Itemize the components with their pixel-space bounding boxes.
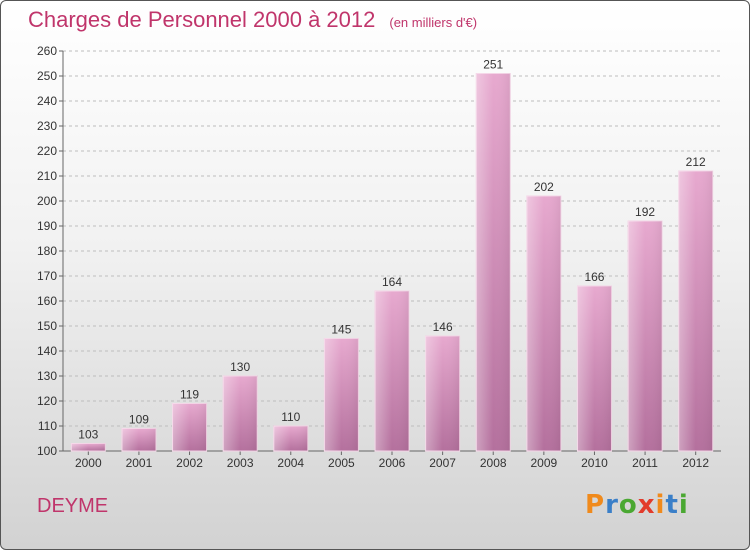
y-tick-label: 240 — [37, 94, 57, 108]
bar-highlight — [628, 221, 663, 451]
data-label: 103 — [78, 428, 98, 442]
bar-highlight — [223, 376, 258, 451]
y-tick-label: 120 — [37, 394, 57, 408]
y-tick-label: 220 — [37, 144, 57, 158]
data-label: 146 — [433, 320, 453, 334]
y-tick-label: 200 — [37, 194, 57, 208]
y-tick-label: 250 — [37, 69, 57, 83]
logo-letter: r — [605, 490, 619, 520]
title-text: Charges de Personnel 2000 à 2012 — [28, 7, 376, 32]
bar-highlight — [476, 73, 511, 451]
x-tick-label: 2007 — [429, 456, 456, 470]
y-tick-label: 260 — [37, 44, 57, 58]
data-label: 164 — [382, 275, 402, 289]
proxiti-logo: Proxiti — [585, 490, 689, 520]
bar-highlight — [172, 403, 207, 451]
data-label: 251 — [483, 58, 503, 72]
x-tick-label: 2011 — [632, 456, 658, 470]
bar-highlight — [121, 428, 156, 451]
bar-highlight — [273, 426, 308, 451]
data-label: 109 — [129, 413, 149, 427]
y-tick-label: 230 — [37, 119, 57, 133]
y-tick-label: 160 — [37, 294, 57, 308]
bar-highlight — [324, 338, 359, 451]
bar-highlight — [425, 336, 460, 451]
data-label: 212 — [686, 155, 706, 169]
x-tick-label: 2002 — [176, 456, 203, 470]
logo-letter: t — [665, 490, 679, 520]
data-label: 110 — [281, 410, 300, 424]
data-label: 130 — [230, 360, 250, 374]
y-tick-label: 140 — [37, 344, 57, 358]
bars-layer — [70, 73, 714, 452]
data-label: 119 — [180, 388, 199, 402]
city-name: DEYME — [37, 495, 109, 517]
data-label: 166 — [584, 270, 604, 284]
logo-letter: i — [678, 490, 689, 520]
labels-layer: 100 110 120 130 140 150 160 170 180 190 200 210 220 2… — [37, 44, 709, 470]
x-tick-label: 2000 — [75, 456, 102, 470]
x-tick-label: 2010 — [581, 456, 608, 470]
chart-title: Charges de Personnel 2000 à 2012 (en mill… — [28, 7, 477, 33]
y-tick-label: 110 — [38, 419, 57, 433]
x-tick-label: 2003 — [227, 456, 254, 470]
y-tick-label: 130 — [37, 369, 57, 383]
x-tick-label: 2006 — [379, 456, 406, 470]
x-tick-label: 2009 — [530, 456, 557, 470]
y-tick-label: 180 — [37, 244, 57, 258]
logo-letter: o — [618, 490, 638, 520]
bar-highlight — [375, 291, 409, 451]
y-tick-label: 100 — [37, 444, 57, 458]
y-tick-label: 190 — [37, 219, 57, 233]
logo-letter: P — [585, 490, 606, 520]
bar-highlight — [71, 443, 106, 451]
x-tick-label: 2005 — [328, 456, 355, 470]
data-label: 145 — [331, 323, 351, 337]
y-tick-label: 170 — [37, 269, 57, 283]
x-tick-label: 2001 — [126, 456, 153, 470]
y-tick-label: 210 — [37, 169, 57, 183]
data-label: 192 — [635, 205, 655, 219]
bar-highlight — [577, 286, 612, 451]
bar-highlight — [526, 196, 561, 451]
y-tick-label: 150 — [37, 319, 57, 333]
x-tick-label: 2004 — [277, 456, 304, 470]
x-tick-label: 2008 — [480, 456, 507, 470]
x-tick-label: 2012 — [682, 456, 709, 470]
logo-letter: i — [655, 490, 666, 520]
chart-subtitle: (en milliers d'€) — [389, 15, 478, 30]
logo-letter: x — [637, 490, 656, 520]
bar-highlight — [678, 171, 713, 451]
data-label: 202 — [534, 180, 554, 194]
